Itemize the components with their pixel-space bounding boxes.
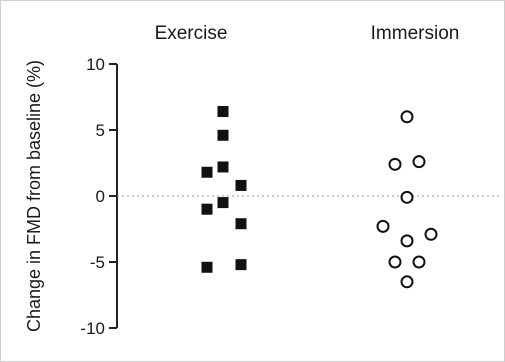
category-label-immersion: Immersion: [371, 23, 460, 44]
immersion-point: [388, 157, 402, 171]
immersion-point: [388, 255, 402, 269]
exercise-point: [217, 106, 229, 118]
exercise-point: [217, 129, 229, 141]
y-tick-label: -5: [90, 253, 105, 272]
immersion-point: [376, 219, 390, 233]
y-tick-label: 5: [96, 121, 105, 140]
immersion-point: [412, 155, 426, 169]
immersion-point: [400, 275, 414, 289]
exercise-point: [217, 161, 229, 173]
exercise-point: [201, 261, 213, 273]
data-points: [201, 106, 438, 289]
y-tick-label: 10: [86, 55, 105, 74]
immersion-point: [412, 255, 426, 269]
exercise-point: [235, 218, 247, 230]
category-labels: Exercise Immersion: [155, 23, 460, 44]
exercise-point: [201, 203, 213, 215]
y-tick-label: -10: [80, 319, 105, 338]
exercise-point: [235, 259, 247, 271]
category-label-exercise: Exercise: [155, 23, 228, 44]
exercise-point: [217, 197, 229, 209]
immersion-point: [400, 234, 414, 248]
exercise-point: [235, 179, 247, 191]
immersion-point: [424, 227, 438, 241]
y-tick-label: 0: [96, 187, 105, 206]
y-axis-label: Change in FMD from baseline (%): [24, 60, 44, 332]
y-axis: 10 5 0 -5 -10: [80, 55, 118, 338]
immersion-point: [400, 110, 414, 124]
exercise-point: [201, 166, 213, 178]
immersion-point: [400, 190, 414, 204]
